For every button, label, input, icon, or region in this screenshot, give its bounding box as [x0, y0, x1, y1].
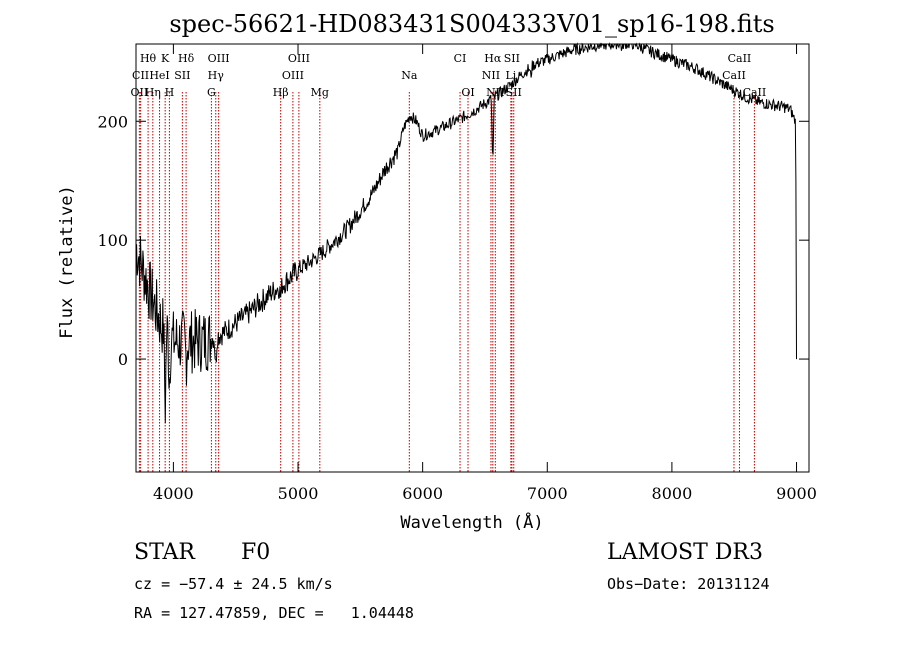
spectral-line-label: Hη	[145, 86, 161, 99]
spectral-line-label: G	[207, 86, 216, 99]
spectral-line-label: Hθ	[140, 52, 157, 65]
y-tick-label: 100	[97, 231, 128, 250]
spectral-line-label: Mg	[311, 86, 329, 99]
spectral-line-label: OIII	[288, 52, 310, 65]
spectral-line-label: Na	[401, 69, 418, 82]
spectral-line-label: Hγ	[208, 69, 225, 82]
object-class: STAR	[134, 540, 195, 565]
spectral-line-label: CaII	[743, 86, 767, 99]
chart-title: spec-56621-HD083431S004333V01_sp16-198.f…	[169, 10, 774, 38]
spectral-line-label: Li	[505, 69, 516, 82]
spectral-subclass: F0	[241, 540, 271, 565]
x-tick-label: 7000	[527, 484, 568, 503]
coordinates: RA = 127.47859, DEC = 1.04448	[134, 604, 414, 622]
spectral-line-label: Hβ	[273, 86, 289, 99]
x-axis-label: Wavelength (Å)	[400, 511, 543, 533]
spectral-line-label: K	[161, 52, 170, 65]
spectral-line-label: OII	[131, 86, 149, 99]
spectral-line-label: OIII	[282, 69, 304, 82]
spectral-line-label: NII	[482, 69, 500, 82]
spectral-line-label: Hα	[484, 52, 502, 65]
y-axis-label: Flux (relative)	[57, 185, 77, 339]
spectral-line-label: CII	[132, 69, 149, 82]
y-tick-label: 200	[97, 112, 128, 131]
x-tick-label: 6000	[402, 484, 443, 503]
spectral-line-label: HeI	[149, 69, 169, 82]
spectral-line-label: H	[165, 86, 175, 99]
axis-ticks: 4000 5000 6000 7000 8000 9000 0 100 200	[97, 44, 817, 503]
spectral-line-label: CaII	[722, 69, 746, 82]
x-tick-label: 9000	[776, 484, 817, 503]
spectral-line-label: SII	[504, 52, 520, 65]
survey-release: LAMOST DR3	[607, 540, 763, 565]
spectral-line-label: CaII	[728, 52, 752, 65]
observation-date: Obs−Date: 20131124	[607, 575, 770, 593]
x-tick-label: 5000	[278, 484, 319, 503]
plot-frame	[135, 43, 810, 473]
spectral-line-label: OI	[461, 86, 474, 99]
x-tick-label: 4000	[153, 484, 194, 503]
spectral-line-label: OIII	[208, 52, 230, 65]
redshift-cz: cz = −57.4 ± 24.5 km/s	[134, 575, 333, 593]
spectral-line-label: Hδ	[178, 52, 195, 65]
spectrum-line	[135, 42, 797, 424]
spectral-line-label: SII	[506, 86, 522, 99]
spectral-line-label: SII	[174, 69, 190, 82]
x-tick-label: 8000	[652, 484, 693, 503]
spectral-line-label: CI	[454, 52, 467, 65]
y-tick-label: 0	[118, 350, 128, 369]
